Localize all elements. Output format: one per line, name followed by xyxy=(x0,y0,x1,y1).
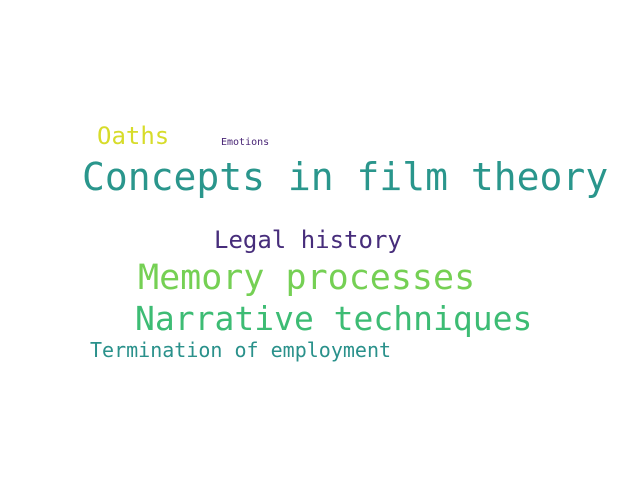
word-concepts-in-film-theory: Concepts in film theory xyxy=(82,155,609,199)
word-termination-of-employment: Termination of employment xyxy=(90,338,392,362)
word-emotions: Emotions xyxy=(221,137,270,148)
word-memory-processes: Memory processes xyxy=(138,258,476,298)
word-legal-history: Legal history xyxy=(214,226,402,254)
word-oaths: Oaths xyxy=(97,122,170,150)
word-narrative-techniques: Narrative techniques xyxy=(135,299,533,338)
